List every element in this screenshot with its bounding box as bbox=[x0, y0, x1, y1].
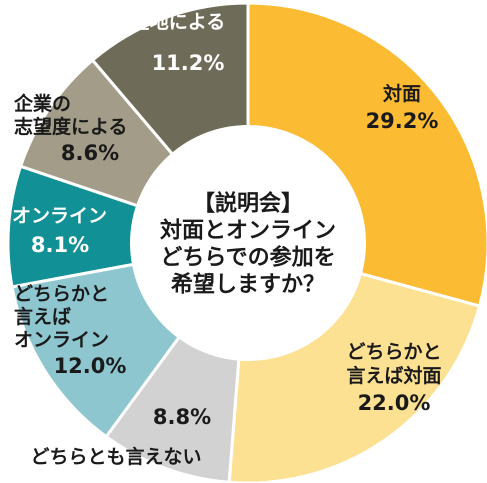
slice-category-2: どちらとも言えない bbox=[30, 445, 201, 468]
slice-category-0-line-0: 対面 bbox=[382, 82, 421, 105]
donut-slices bbox=[6, 1, 487, 483]
slice-category-5-line-1: 志望度による bbox=[14, 115, 127, 138]
slice-category-4-line-0: オンライン bbox=[12, 205, 107, 227]
slice-label-4: オンライン 8.1% bbox=[12, 205, 107, 257]
slice-category-3-line-2: オンライン bbox=[14, 329, 109, 351]
slice-4 bbox=[6, 164, 254, 289]
slice-category-3-line-1: 言えば bbox=[14, 305, 71, 328]
slice-value-6: 11.2% bbox=[152, 51, 225, 75]
slice-value-3: 12.0% bbox=[54, 354, 127, 378]
slice-value-4: 8.1% bbox=[31, 233, 89, 257]
center-title-line-3: 希望しますか？ bbox=[171, 272, 325, 298]
slice-label-6: 企業の所在地による 11.2% bbox=[54, 10, 225, 75]
slice-category-1-line-1: 言えば対面 bbox=[346, 364, 441, 387]
slice-category-3-line-0: どちらかと bbox=[14, 283, 109, 305]
slice-category-1-line-0: どちらかと bbox=[346, 341, 441, 363]
slice-value-2: 8.8% bbox=[153, 405, 211, 429]
slice-value-0: 29.2% bbox=[366, 109, 439, 133]
slice-value-5: 8.6% bbox=[61, 141, 119, 165]
slice-label-0: 対面 29.2% bbox=[366, 82, 439, 133]
slice-category-6-line-0: 企業の所在地による bbox=[54, 10, 225, 33]
center-title-line-0: 【説明会】 bbox=[193, 191, 303, 217]
slice-category-5-line-0: 企業の bbox=[13, 92, 71, 115]
slice-label-2: 8.8% どちらとも言えない bbox=[30, 405, 211, 468]
center-title-line-1: 対面とオンライン bbox=[160, 219, 336, 244]
slice-labels: 対面29.2%どちらかと言えば対面22.0%8.8%どちらとも言えないどちらかと… bbox=[12, 10, 442, 468]
center-title-line-2: どちらでの参加を bbox=[160, 245, 335, 271]
donut-hole bbox=[130, 125, 366, 361]
slice-value-1: 22.0% bbox=[358, 391, 431, 415]
